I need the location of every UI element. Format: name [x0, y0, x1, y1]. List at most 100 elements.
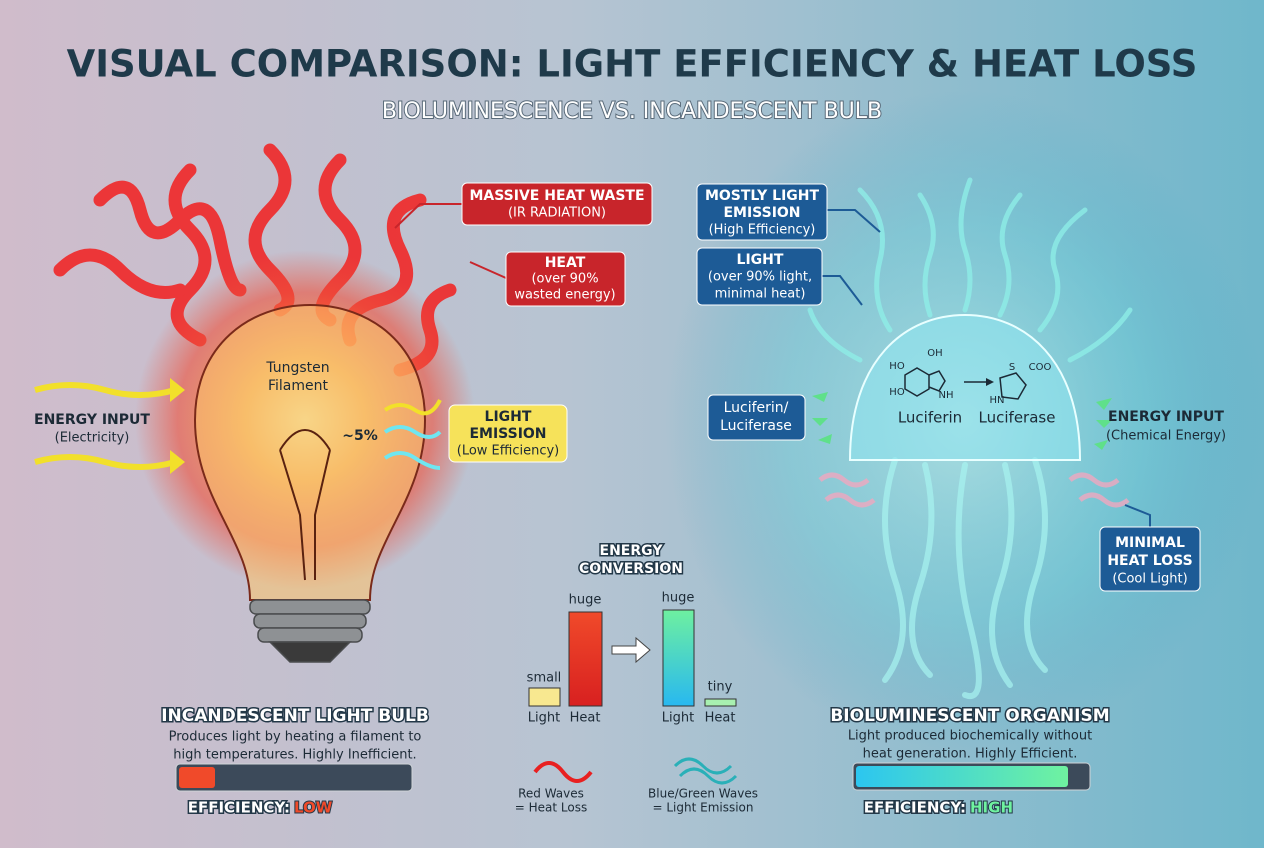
decoration — [394, 203, 462, 229]
label: (High Efficiency) — [709, 223, 816, 238]
efficiency-label: EFFICIENCY: — [188, 799, 290, 817]
decoration — [193, 303, 427, 601]
description: high temperatures. Highly Inefficient. — [173, 748, 416, 763]
decoration — [1037, 207, 1088, 333]
description: heat generation. Highly Efficient. — [863, 747, 1078, 762]
section-title: BIOLUMINESCENT ORGANISM — [830, 706, 1109, 726]
decoration — [989, 462, 1015, 688]
bar-label: tiny — [708, 680, 733, 695]
decoration — [170, 378, 185, 402]
decoration — [822, 275, 863, 306]
label: (Chemical Energy) — [1106, 429, 1226, 444]
label: EMISSION — [723, 205, 800, 221]
title: VISUAL COMPARISON: LIGHT EFFICIENCY & HE… — [67, 43, 1198, 86]
bar — [528, 687, 561, 707]
decoration — [1096, 398, 1112, 410]
decoration — [818, 434, 832, 444]
bar-label: Heat — [705, 711, 736, 726]
legend-label: = Heat Loss — [515, 801, 587, 815]
decoration — [1078, 492, 1130, 508]
label: Tungsten — [265, 360, 329, 376]
description: Produces light by heating a filament to — [169, 730, 422, 745]
label-box — [505, 251, 626, 307]
label: minimal heat) — [715, 287, 806, 302]
atom: OH — [927, 348, 942, 359]
bar — [568, 611, 603, 707]
bar — [662, 609, 695, 707]
label: (Low Efficiency) — [457, 444, 560, 459]
decoration — [469, 261, 507, 279]
decoration — [257, 627, 363, 643]
label: LIGHT — [737, 252, 784, 268]
efficiency-fill — [179, 767, 215, 788]
label-box — [448, 404, 568, 463]
decoration — [53, 248, 187, 299]
label: MASSIVE HEAT WASTE — [469, 188, 644, 204]
decoration — [1094, 440, 1108, 450]
label: (over 90% — [531, 272, 598, 287]
bar — [704, 698, 737, 707]
label: ENERGY INPUT — [34, 412, 150, 428]
atom: COO — [1029, 362, 1052, 373]
efficiency-fill — [856, 766, 1068, 787]
decoration — [909, 462, 935, 678]
efficiency-value: LOW — [294, 799, 333, 817]
section-title: INCANDESCENT LIGHT BULB — [161, 706, 429, 726]
decoration — [818, 472, 870, 488]
label: MOSTLY LIGHT — [705, 188, 820, 204]
legend-label: = Light Emission — [652, 801, 753, 815]
label: Filament — [268, 378, 329, 394]
label: (Electricity) — [55, 431, 130, 446]
section-title: ENERGY — [600, 543, 664, 559]
decoration — [34, 454, 176, 470]
decoration — [34, 382, 176, 398]
section-title: CONVERSION — [579, 561, 683, 577]
decoration — [958, 177, 973, 313]
label-box — [461, 182, 653, 226]
decoration — [955, 462, 982, 700]
efficiency-bar — [175, 763, 413, 792]
legend-wave — [673, 757, 738, 785]
label: LIGHT — [485, 409, 532, 425]
label: Luciferase — [720, 418, 792, 434]
label: MINIMAL — [1115, 535, 1185, 551]
label: ENERGY INPUT — [1108, 409, 1224, 425]
atom: NH — [939, 390, 954, 401]
decoration — [807, 307, 863, 363]
efficiency-label: EFFICIENCY: — [864, 799, 966, 817]
bar-label: huge — [569, 593, 602, 608]
description: Light produced biochemically without — [848, 729, 1092, 744]
decoration — [1068, 472, 1120, 488]
label: Luciferin/ — [724, 400, 789, 416]
atom: HN — [990, 395, 1005, 406]
label-box — [696, 247, 823, 306]
decoration — [1024, 457, 1048, 673]
decoration — [1067, 307, 1133, 363]
decoration — [986, 378, 994, 386]
decoration — [997, 192, 1023, 318]
decoration — [383, 399, 442, 416]
decoration — [170, 450, 185, 474]
legend-label: Red Waves — [518, 787, 584, 801]
decoration — [824, 492, 876, 508]
decoration — [1124, 504, 1151, 527]
atom: HO — [889, 361, 905, 372]
atom: S — [1009, 362, 1015, 373]
decoration — [999, 372, 1027, 400]
label: ~5% — [342, 428, 378, 444]
decoration — [848, 313, 1082, 461]
label-box — [1099, 526, 1201, 592]
decoration — [812, 418, 828, 426]
label: EMISSION — [469, 426, 546, 442]
label: Luciferin — [898, 409, 962, 427]
efficiency-value: HIGH — [970, 799, 1013, 817]
label: wasted energy) — [514, 288, 615, 303]
legend-label: Blue/Green Waves — [648, 787, 758, 801]
bar-label: small — [527, 671, 562, 686]
bar-label: Light — [528, 711, 560, 726]
label: (Cool Light) — [1112, 572, 1187, 587]
label: HEAT — [545, 255, 586, 271]
decoration — [827, 209, 881, 233]
bar-label: Light — [662, 711, 694, 726]
